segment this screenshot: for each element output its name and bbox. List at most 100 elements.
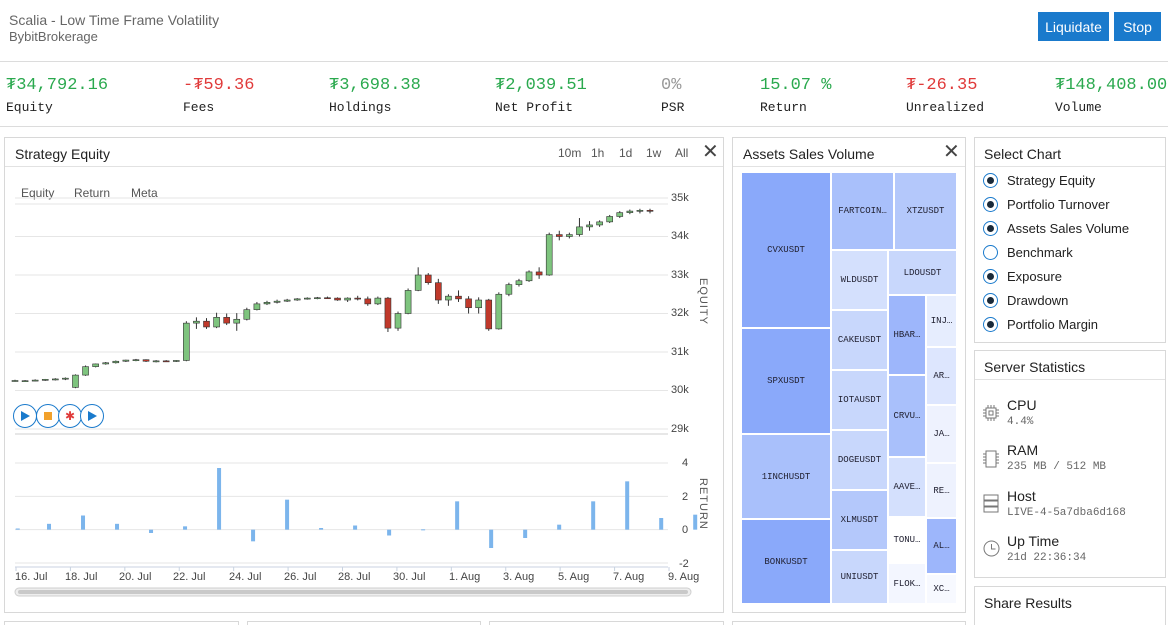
treemap-cell[interactable]: INJ…: [926, 295, 957, 347]
bottom-panel: [489, 621, 724, 625]
candle: [82, 366, 89, 376]
return-bar: [15, 528, 20, 530]
select-chart-panel: Select Chart: [974, 137, 1166, 343]
radio-checked-icon: [983, 196, 998, 212]
radio-checked-icon: [983, 220, 998, 236]
range-1w-button[interactable]: 1w: [646, 146, 662, 160]
close-icon[interactable]: ✕: [702, 141, 719, 163]
treemap-cell[interactable]: AR…: [926, 347, 957, 405]
option-strategy-equity[interactable]: Strategy Equity: [983, 171, 1095, 189]
play-icon: [21, 411, 30, 421]
panel-title: Strategy Equity: [15, 146, 110, 162]
treemap-cell[interactable]: IOTAUSDT: [831, 370, 888, 430]
candle: [122, 359, 130, 362]
treemap-cell[interactable]: BONKUSDT: [741, 519, 831, 604]
panel-title: Assets Sales Volume: [743, 146, 875, 162]
candle: [455, 295, 462, 300]
clock-icon: [983, 540, 1000, 557]
stop-icon: [44, 412, 52, 420]
candle: [505, 284, 513, 295]
treemap-cell[interactable]: FARTCOIN…: [831, 172, 894, 250]
treemap-cell[interactable]: JA…: [926, 405, 957, 463]
return-bar: [183, 526, 188, 530]
equity-y-tick: 30k: [671, 384, 689, 396]
treemap-cell[interactable]: XC…: [926, 574, 957, 604]
play-control-button[interactable]: [13, 404, 37, 428]
candle: [152, 360, 160, 363]
candle: [626, 210, 634, 213]
tab-equity[interactable]: Equity: [21, 186, 55, 200]
share-results-panel: Share Results: [974, 586, 1166, 625]
treemap-cell[interactable]: CRVU…: [888, 375, 926, 457]
return-bar: [47, 523, 52, 530]
stop-control-button[interactable]: [36, 404, 60, 428]
range-10m-button[interactable]: 10m: [558, 146, 582, 160]
tab-meta[interactable]: Meta: [131, 186, 158, 200]
divider: [975, 166, 1165, 167]
candle: [253, 303, 261, 310]
return-bar: [489, 529, 494, 548]
range-1d-button[interactable]: 1d: [619, 146, 633, 160]
equity-y-tick: 35k: [671, 192, 689, 204]
step-control-button[interactable]: [80, 404, 104, 428]
return-bar: [625, 481, 630, 530]
brokerage-name: BybitBrokerage: [9, 29, 98, 44]
option-drawdown[interactable]: Drawdown: [983, 291, 1068, 309]
debug-control-button[interactable]: ✱: [58, 404, 82, 428]
treemap-cell[interactable]: CVXUSDT: [741, 172, 831, 328]
return-bar: [557, 524, 562, 530]
stat-value: 235 MB / 512 MB: [1007, 461, 1107, 473]
treemap-cell[interactable]: AAVE…: [888, 457, 926, 517]
treemap-cell[interactable]: HBAR…: [888, 295, 926, 375]
option-portfolio-turnover[interactable]: Portfolio Turnover: [983, 195, 1110, 213]
candle: [576, 226, 583, 235]
candle: [404, 290, 412, 314]
option-benchmark[interactable]: Benchmark: [983, 243, 1073, 261]
play-icon: [88, 411, 97, 421]
stop-button[interactable]: Stop: [1114, 12, 1161, 41]
candle: [515, 280, 523, 285]
option-exposure[interactable]: Exposure: [983, 267, 1062, 285]
return-bar: [523, 529, 528, 538]
candle: [31, 379, 39, 382]
bug-icon: ✱: [64, 409, 76, 423]
treemap-cell[interactable]: XLMUSDT: [831, 490, 888, 550]
tab-return[interactable]: Return: [74, 186, 111, 200]
treemap-cell[interactable]: AL…: [926, 518, 957, 574]
radio-checked-icon: [983, 172, 998, 188]
x-tick: 28. Jul: [338, 571, 371, 583]
x-tick: 16. Jul: [15, 571, 48, 583]
treemap-cell[interactable]: RE…: [926, 463, 957, 518]
option-assets-sales-volume[interactable]: Assets Sales Volume: [983, 219, 1129, 237]
equity-y-tick: 34k: [671, 230, 689, 242]
stat-value: ₮34,792.16: [6, 76, 109, 95]
treemap-cell[interactable]: TONU…: [888, 517, 926, 563]
candle: [233, 318, 241, 324]
treemap-cell[interactable]: LDOUSDT: [888, 250, 957, 295]
option-portfolio-margin[interactable]: Portfolio Margin: [983, 315, 1098, 333]
stat-name: RAM: [1007, 442, 1039, 458]
range-all-button[interactable]: All: [675, 146, 689, 160]
treemap-cell[interactable]: 1INCHUSDT: [741, 434, 831, 519]
treemap-cell[interactable]: DOGEUSDT: [831, 430, 888, 490]
treemap-cell[interactable]: FLOK…: [888, 563, 926, 604]
treemap-cell[interactable]: XTZUSDT: [894, 172, 957, 250]
candle: [183, 322, 190, 361]
server-statistics-panel: Server Statistics: [974, 350, 1166, 578]
treemap-cell[interactable]: SPXUSDT: [741, 328, 831, 434]
return-bar: [387, 529, 392, 536]
treemap-cell[interactable]: CAKEUSDT: [831, 310, 888, 370]
treemap-cell[interactable]: UNIUSDT: [831, 550, 888, 604]
return-axis-label: RETURN: [697, 478, 709, 530]
candle: [424, 274, 432, 283]
candle: [485, 299, 493, 330]
treemap-cell[interactable]: WLDUSDT: [831, 250, 888, 310]
liquidate-button[interactable]: Liquidate: [1038, 12, 1109, 41]
candle: [11, 380, 19, 382]
range-1h-button[interactable]: 1h: [591, 146, 605, 160]
candle: [646, 210, 654, 212]
return-bar: [591, 501, 596, 530]
close-icon[interactable]: ✕: [943, 141, 960, 163]
candle: [21, 380, 29, 382]
